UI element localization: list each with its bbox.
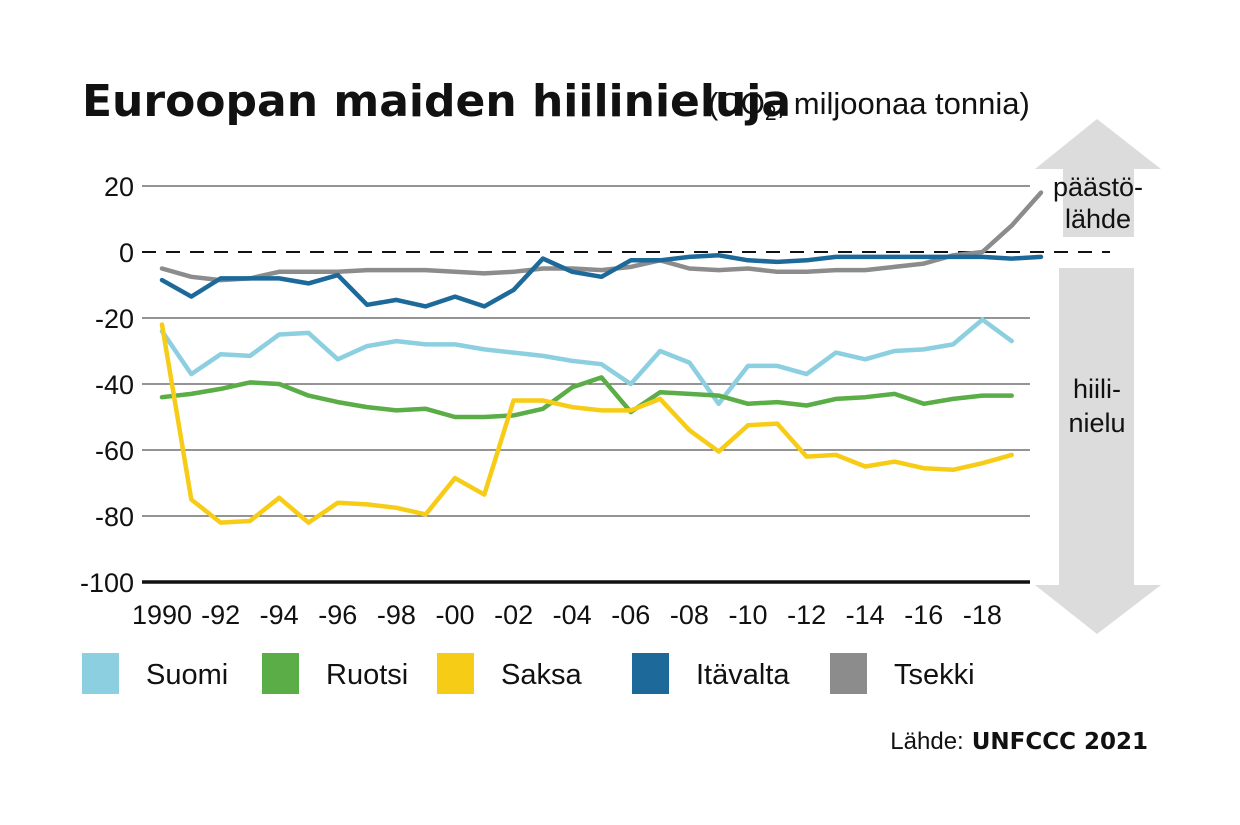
x-tick-label: -02 (494, 600, 533, 630)
x-tick-label: -00 (435, 600, 474, 630)
x-tick-label: -08 (670, 600, 709, 630)
x-tick-label: -06 (611, 600, 650, 630)
series-line-suomi (159, 317, 1014, 407)
legend-swatch (262, 653, 299, 694)
x-axis: 1990 -92 -94 -96 -98 -00 -02 -04 -06 -08 -10 -12 -14… (132, 600, 1002, 630)
svg-text:hiili-: hiili- (1073, 374, 1121, 404)
source-note: Lähde: UNFCCC 2021 (890, 728, 1148, 755)
y-tick-label: 20 (104, 172, 134, 202)
x-tick-label: -18 (963, 600, 1002, 630)
legend-swatch (437, 653, 474, 694)
x-tick-label: -12 (787, 600, 826, 630)
x-tick-label: -04 (553, 600, 592, 630)
y-tick-label: -20 (95, 304, 134, 334)
series-line-ruotsi (159, 375, 1014, 420)
chart-title: Euroopan maiden hiilinieluja (82, 76, 791, 127)
svg-text:nielu: nielu (1068, 408, 1125, 438)
x-tick-label: -92 (201, 600, 240, 630)
x-tick-label: -94 (260, 600, 299, 630)
x-tick-label: -96 (318, 600, 357, 630)
emission-source-arrow: päästö- lähde (1035, 119, 1161, 237)
x-tick-label: -10 (728, 600, 767, 630)
y-tick-label: -80 (95, 502, 134, 532)
y-axis: 20 0 -20 -40 -60 -80 -100 (80, 172, 134, 598)
legend-swatch (632, 653, 669, 694)
legend-label: Tsekki (894, 659, 975, 691)
chart-unit: (CO2, miljoonaa tonnia) (708, 86, 1030, 125)
series-lines (159, 190, 1044, 525)
x-tick-label: -98 (377, 600, 416, 630)
y-tick-label: -60 (95, 436, 134, 466)
x-tick-label: -14 (846, 600, 885, 630)
grid-lines (142, 185, 1110, 584)
legend-swatch (830, 653, 867, 694)
legend-label: Itävalta (696, 659, 790, 691)
x-tick-label: 1990 (132, 600, 192, 630)
legend-label: Ruotsi (326, 659, 408, 691)
y-tick-label: -40 (95, 370, 134, 400)
carbon-sink-arrow: hiili- nielu (1035, 268, 1161, 634)
x-tick-label: -16 (904, 600, 943, 630)
legend-label: Saksa (501, 659, 582, 691)
legend-label: Suomi (146, 659, 228, 691)
y-tick-label: -100 (80, 568, 134, 598)
series-line-tsekki (159, 190, 1044, 283)
legend-swatch (82, 653, 119, 694)
series-line-saksa (159, 322, 1014, 525)
series-line-itavalta (159, 253, 1044, 309)
svg-text:lähde: lähde (1065, 204, 1131, 234)
legend: Suomi Ruotsi Saksa Itävalta Tsekki (82, 653, 975, 694)
y-tick-label: 0 (119, 238, 134, 268)
svg-text:päästö-: päästö- (1053, 172, 1143, 202)
